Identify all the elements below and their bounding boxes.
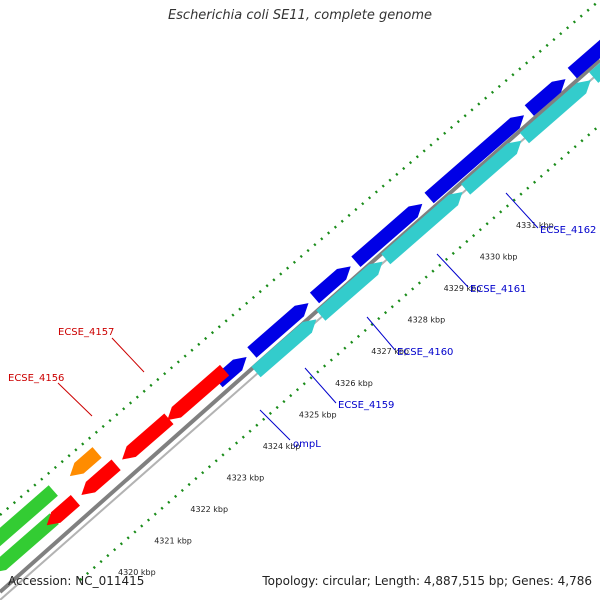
forward-gene-5	[424, 115, 524, 204]
scale-tick-label: 4320 kbp	[118, 568, 156, 577]
feature-leader-line	[366, 316, 396, 351]
reverse-gene-3	[81, 459, 121, 495]
forward-gene-alt-5	[519, 80, 591, 144]
forward-gene-4	[351, 203, 423, 267]
forward-gene-alt-6	[589, 62, 600, 83]
map-title: Escherichia coli SE11, complete genome	[167, 8, 433, 23]
reverse-rna-1	[69, 447, 102, 477]
feature-leader-line	[436, 253, 469, 288]
reverse-gene-4	[122, 413, 174, 460]
dotted-track-lower	[79, 124, 600, 581]
forward-gene-alt-4	[461, 140, 522, 195]
feature-label: ECSE_4156	[8, 373, 64, 384]
forward-gene-2	[247, 303, 309, 358]
forward-gene-alt-2	[316, 261, 383, 321]
scale-tick-label: 4330 kbp	[480, 253, 518, 262]
feature-label: ECSE_4160	[397, 347, 453, 358]
feature-leader-line	[304, 367, 337, 404]
feature-label: ECSE_4162	[540, 225, 596, 236]
feature-label: ECSE_4161	[470, 284, 526, 295]
reverse-other-1	[0, 485, 58, 547]
feature-leader-line	[259, 409, 291, 441]
forward-gene-3	[309, 266, 351, 304]
scale-tick-label: 4329 kbp	[444, 284, 482, 293]
feature-label: ECSE_4159	[338, 400, 394, 411]
forward-gene-alt-3	[381, 192, 463, 265]
reverse-gene-1	[0, 513, 59, 572]
feature-leader-line	[57, 382, 93, 417]
feature-leader-line	[505, 192, 539, 229]
reverse-gene-2	[46, 495, 80, 526]
feature-label: ompL	[293, 439, 321, 450]
scale-tick-label: 4327 kbp	[371, 347, 409, 356]
scale-tick-label: 4331 kbp	[516, 221, 554, 230]
scale-tick-label: 4323 kbp	[227, 473, 265, 482]
accession-label: Accession: NC_011415	[8, 574, 145, 588]
feature-label: ECSE_4157	[58, 327, 114, 338]
forward-gene-6	[524, 79, 566, 116]
dotted-track-upper	[0, 0, 600, 516]
scale-tick-label: 4324 kbp	[263, 442, 301, 451]
scale-tick-label: 4322 kbp	[190, 505, 228, 514]
forward-gene-7	[567, 39, 600, 79]
scale-tick-label: 4328 kbp	[408, 316, 446, 325]
scale-tick-label: 4321 kbp	[154, 537, 192, 546]
forward-gene-alt-1	[251, 319, 317, 378]
scale-tick-label: 4326 kbp	[335, 379, 373, 388]
genome-summary-label: Topology: circular; Length: 4,887,515 bp…	[262, 574, 592, 588]
scale-tick-label: 4325 kbp	[299, 410, 337, 419]
reverse-gene-5	[167, 364, 230, 421]
feature-leader-line	[111, 337, 145, 373]
